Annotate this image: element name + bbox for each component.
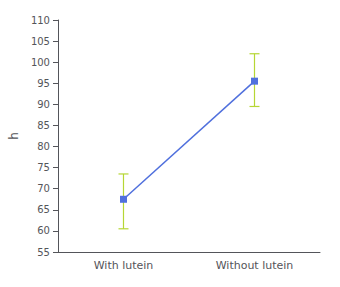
svg-text:65: 65 (37, 204, 50, 215)
svg-text:80: 80 (37, 141, 50, 152)
svg-text:100: 100 (31, 57, 50, 68)
svg-text:105: 105 (31, 36, 50, 47)
svg-text:90: 90 (37, 99, 50, 110)
svg-text:85: 85 (37, 120, 50, 131)
svg-text:60: 60 (37, 225, 50, 236)
svg-text:h: h (7, 132, 21, 140)
svg-text:With lutein: With lutein (94, 259, 154, 272)
svg-text:55: 55 (37, 247, 50, 258)
svg-text:75: 75 (37, 162, 50, 173)
svg-text:Without lutein: Without lutein (216, 259, 294, 272)
svg-text:70: 70 (37, 183, 50, 194)
svg-text:110: 110 (31, 15, 50, 26)
svg-text:95: 95 (37, 78, 50, 89)
